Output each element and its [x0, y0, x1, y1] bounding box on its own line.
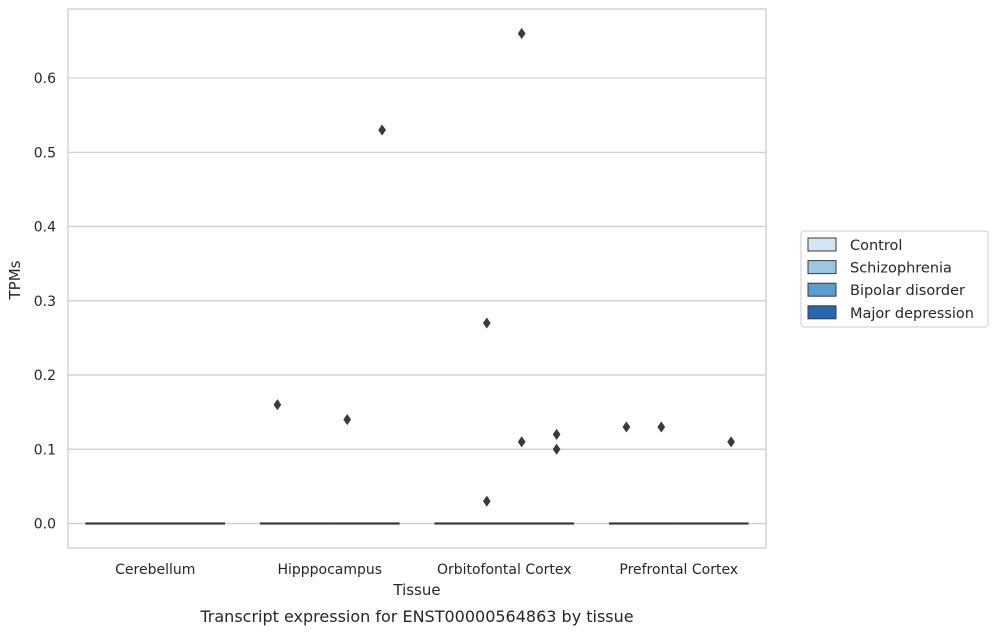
- legend-label-bipolar-disorder: Bipolar disorder: [850, 283, 965, 299]
- y-tick-label: 0.1: [34, 442, 56, 458]
- legend-swatch-bipolar-disorder: [807, 282, 837, 297]
- legend: Control Schizophrenia Bipolar disorder Majo…: [800, 230, 989, 328]
- outlier-point: [622, 421, 631, 433]
- plot-area-frame: [67, 8, 767, 549]
- y-tick-label: 0.4: [34, 220, 56, 236]
- legend-swatch-major-depression: [807, 305, 837, 320]
- legend-label-schizophrenia: Schizophrenia: [850, 261, 952, 277]
- x-tick-label: Hipppocampus: [277, 562, 382, 578]
- y-tick-label: 0.6: [34, 71, 56, 87]
- outlier-point: [517, 436, 526, 448]
- legend-frame: [800, 230, 989, 328]
- box-marks: [85, 27, 749, 525]
- outlier-point: [552, 443, 561, 455]
- x-axis-ticks: Cerebellum Hipppocampus Orbitofontal Corte…: [115, 562, 738, 578]
- legend-label-major-depression: Major depression: [850, 306, 974, 322]
- x-axis-label: Tissue: [392, 581, 440, 599]
- legend-label-control: Control: [850, 238, 902, 254]
- legend-swatch-control: [807, 237, 837, 252]
- outlier-point: [517, 27, 526, 40]
- grid-lines: [68, 77, 766, 525]
- outlier-point: [552, 428, 561, 441]
- x-tick-label: Prefrontal Cortex: [619, 562, 738, 578]
- chart-caption: Transcript expression for ENST0000056486…: [199, 607, 633, 626]
- y-tick-label: 0.2: [34, 368, 56, 384]
- outlier-point: [482, 317, 491, 329]
- outlier-point: [657, 421, 666, 433]
- outlier-point: [273, 399, 282, 411]
- y-axis-ticks: 0.0 0.1 0.2 0.3 0.4 0.5 0.6: [34, 71, 56, 532]
- legend-swatch-schizophrenia: [807, 260, 837, 275]
- x-tick-label: Cerebellum: [115, 562, 195, 578]
- y-axis-label: TPMs: [6, 260, 24, 300]
- y-tick-label: 0.0: [34, 517, 56, 533]
- outlier-point: [482, 495, 491, 507]
- outlier-point: [378, 124, 387, 136]
- y-tick-label: 0.3: [34, 294, 56, 310]
- y-tick-label: 0.5: [34, 145, 56, 161]
- x-tick-label: Orbitofontal Cortex: [437, 562, 572, 578]
- outlier-point: [727, 436, 736, 448]
- outlier-point: [343, 413, 352, 426]
